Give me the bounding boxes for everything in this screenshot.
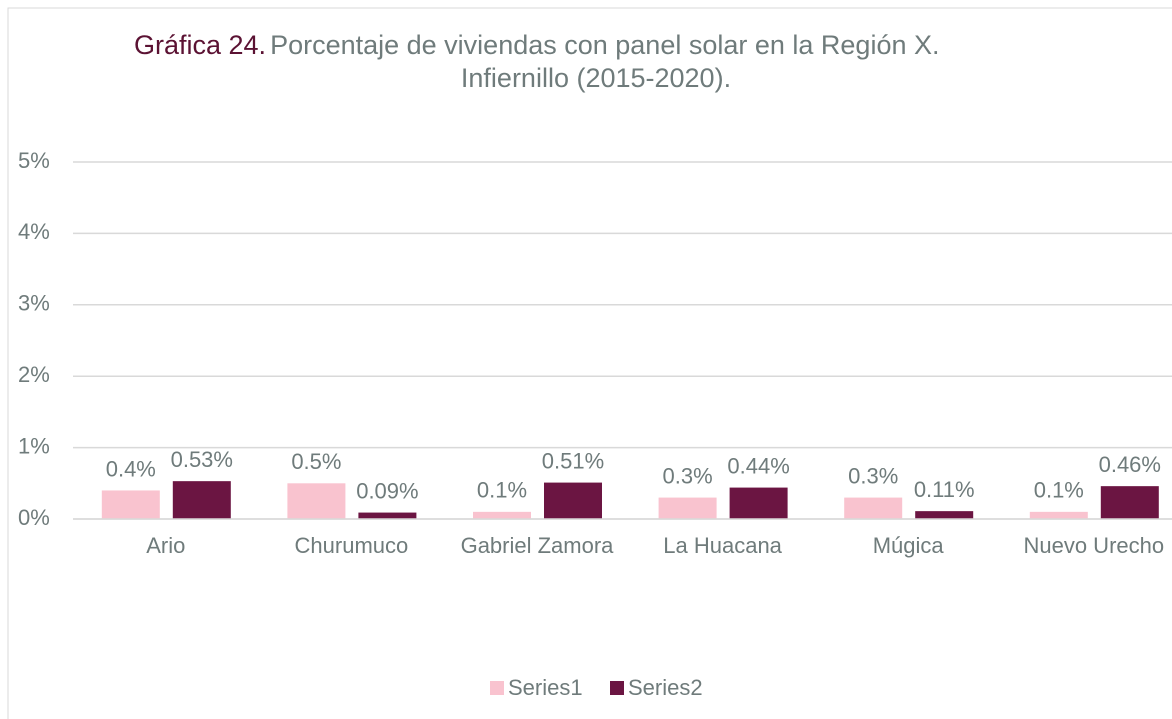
y-tick-label: 3% <box>18 291 50 316</box>
chart-frame <box>7 7 1172 719</box>
data-label: 0.44% <box>727 453 789 478</box>
bar <box>658 497 717 519</box>
data-label: 0.46% <box>1099 452 1161 477</box>
legend-label: Series2 <box>628 675 703 700</box>
y-tick-label: 1% <box>18 433 50 458</box>
data-label: 0.51% <box>542 448 604 473</box>
legend-swatch <box>610 681 624 695</box>
x-tick-label: Churumuco <box>295 533 409 558</box>
data-label: 0.53% <box>171 447 233 472</box>
data-label: 0.11% <box>914 477 975 502</box>
title-prefix: Gráfica 24. <box>134 30 266 60</box>
legend-swatch <box>490 681 504 695</box>
chart-title: Infiernillo (2015-2020). <box>461 63 731 93</box>
bar <box>172 481 231 519</box>
data-label: 0.1% <box>477 478 527 503</box>
x-tick-label: Nuevo Urecho <box>1023 533 1164 558</box>
x-tick-label: Ario <box>146 533 185 558</box>
bar <box>473 511 531 519</box>
data-label: 0.1% <box>1034 478 1084 503</box>
bar <box>844 497 903 519</box>
bar <box>1029 511 1088 519</box>
data-label: 0.09% <box>356 478 418 503</box>
bar <box>1100 486 1159 519</box>
data-label: 0.5% <box>291 449 341 474</box>
data-label: 0.4% <box>106 456 156 481</box>
data-label: 0.3% <box>663 463 713 488</box>
bar <box>287 483 346 519</box>
bar <box>729 487 788 519</box>
bar <box>358 512 417 519</box>
y-tick-label: 2% <box>18 362 50 387</box>
y-tick-label: 4% <box>18 219 50 244</box>
y-tick-label: 5% <box>18 148 50 173</box>
bar <box>544 482 602 519</box>
x-tick-label: Múgica <box>873 533 945 558</box>
bar <box>101 490 160 519</box>
x-tick-label: Gabriel Zamora <box>461 533 615 558</box>
data-label: 0.3% <box>848 463 898 488</box>
x-tick-label: La Huacana <box>663 533 782 558</box>
bar <box>915 511 974 519</box>
chart-title: Gráfica 24. Porcentaje de viviendas con p… <box>134 30 940 60</box>
title-line: Porcentaje de viviendas con panel solar … <box>270 30 939 60</box>
legend-label: Series1 <box>508 675 583 700</box>
y-tick-label: 0% <box>18 505 50 530</box>
